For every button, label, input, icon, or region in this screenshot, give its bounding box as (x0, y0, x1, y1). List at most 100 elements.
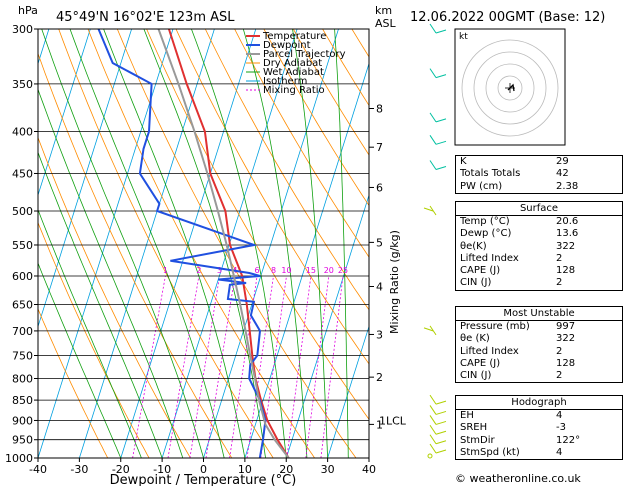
x-tick-label: 40 (362, 463, 376, 476)
mixing-ratio-value: 20 (324, 266, 334, 275)
index-label: θe(K) (460, 240, 487, 252)
km-tick-label: 7 (376, 141, 383, 154)
mixing-ratio-line (167, 275, 200, 458)
index-value: -3 (556, 422, 566, 434)
chart-background-lines: 1 2 3 4 6 8 10 15 20 25 (0, 29, 369, 458)
wind-barb-flag (435, 165, 447, 170)
wind-barb-flag (435, 410, 447, 415)
wind-barb-staff (429, 415, 437, 425)
dry-adiabat-line (292, 29, 369, 156)
indices-surface-table: Surface Temp (°C) 20.6 Dewp (°C) 13.6 θe(K) 3… (455, 201, 623, 291)
index-row: SREH -3 (456, 422, 622, 434)
indices-hodograph-table: Hodograph EH 4 SREH -3 StmDir 122° StmSpd (kt)… (455, 395, 623, 461)
wind-barb-flag (435, 400, 447, 405)
wind-barb-staff (429, 112, 437, 123)
mixing-ratio-axis-label: Mixing Ratio (g/kg) (388, 230, 401, 334)
index-label: StmSpd (kt) (460, 446, 520, 458)
lcl-label: 1LCL (379, 415, 407, 428)
index-row: Temp (°C) 20.6 (456, 216, 622, 228)
km-tick-label: 6 (376, 182, 383, 195)
y-tick-label: 900 (12, 415, 33, 428)
isotherm-line (285, 193, 369, 458)
dry-adiabat-line (38, 52, 233, 458)
index-value: 2 (556, 252, 563, 264)
wind-barb-flag (435, 140, 447, 145)
index-label: CAPE (J) (460, 265, 501, 277)
index-row: θe(K) 322 (456, 241, 622, 253)
index-label: CIN (J) (460, 277, 492, 289)
x-tick-label: 10 (238, 463, 252, 476)
isotherm-line (79, 29, 215, 458)
index-label: CIN (J) (460, 370, 492, 382)
dry-adiabat-line (38, 307, 109, 458)
index-label: θe (K) (460, 333, 490, 345)
index-value: 29 (556, 156, 569, 167)
index-value: 4 (556, 410, 563, 421)
mixing-ratio-line (320, 275, 344, 458)
index-label: Totals Totals (460, 168, 521, 180)
wind-barb-staff (429, 443, 437, 454)
index-label: StmDir (460, 434, 495, 446)
y-tick-label: 450 (12, 168, 33, 181)
legend-label: Parcel Trajectory (263, 49, 346, 60)
wind-barb-flag (435, 29, 447, 34)
index-label: Temp (°C) (460, 216, 510, 227)
wind-barb-flag (435, 118, 447, 123)
index-row: StmSpd (kt) 4 (456, 447, 622, 459)
index-row: StmDir 122° (456, 435, 622, 447)
y-tick-label: 750 (12, 350, 33, 363)
index-value: 2 (556, 277, 563, 289)
hodograph-ring (473, 51, 547, 125)
wind-barb-flag (435, 430, 447, 435)
x-tick-label: 30 (321, 463, 335, 476)
index-row: Lifted Index 2 (456, 346, 622, 358)
index-row: CAPE (J) 128 (456, 358, 622, 370)
hodograph-trace (507, 83, 515, 92)
mixing-ratio-value: 8 (271, 266, 276, 275)
location-title: 45°49'N 16°02'E 123m ASL (56, 10, 235, 25)
index-value: 997 (556, 321, 576, 332)
units-asl: ASL (375, 17, 397, 30)
mixing-ratio-value: 6 (255, 266, 260, 275)
units-hpa: hPa (18, 4, 38, 17)
wind-barb-staff (429, 424, 437, 435)
footer-credit[interactable]: © weatheronline.co.uk (455, 472, 581, 485)
hodograph-ring (497, 75, 523, 101)
index-label: Lifted Index (460, 252, 519, 264)
chart-series (97, 29, 290, 458)
wet-adiabat-line (38, 88, 184, 458)
isotherm-line (327, 325, 369, 458)
mixing-ratio-value: 15 (306, 266, 316, 275)
wet-adiabat-line (334, 29, 349, 458)
hodograph-units: kt (459, 32, 468, 42)
y-tick-label: 950 (12, 434, 33, 447)
y-tick-label: 500 (12, 205, 33, 218)
index-value: 128 (556, 357, 576, 369)
x-tick-label: -30 (70, 463, 88, 476)
index-value: 13.6 (556, 228, 579, 240)
wind-barb-flag (423, 207, 434, 212)
wind-barb-flag (435, 420, 447, 425)
isotherm-line (0, 29, 8, 458)
isotherm-line (203, 29, 339, 458)
mixing-ratio-line (132, 275, 166, 458)
unstable-title: Most Unstable (456, 307, 622, 321)
index-value: 2.38 (556, 180, 579, 192)
isotherm-line (120, 29, 257, 458)
index-value: 4 (556, 446, 563, 458)
km-tick-label: 8 (376, 103, 383, 116)
km-tick-label: 3 (376, 329, 383, 342)
index-row: Lifted Index 2 (456, 253, 622, 265)
dry-adiabat-line (263, 29, 369, 207)
km-tick-label: 4 (376, 281, 383, 294)
x-tick-label: -20 (112, 463, 130, 476)
mixing-ratio-value: 1 (163, 266, 168, 275)
isotherm-line (38, 29, 132, 328)
x-axis-label: Dewpoint / Temperature (°C) (110, 473, 297, 486)
mixing-ratio-line (246, 275, 274, 458)
legend-label: Isotherm (263, 76, 307, 87)
mixing-ratio-value: 10 (281, 266, 291, 275)
index-value: 322 (556, 333, 576, 345)
legend-label: Dewpoint (263, 40, 311, 51)
